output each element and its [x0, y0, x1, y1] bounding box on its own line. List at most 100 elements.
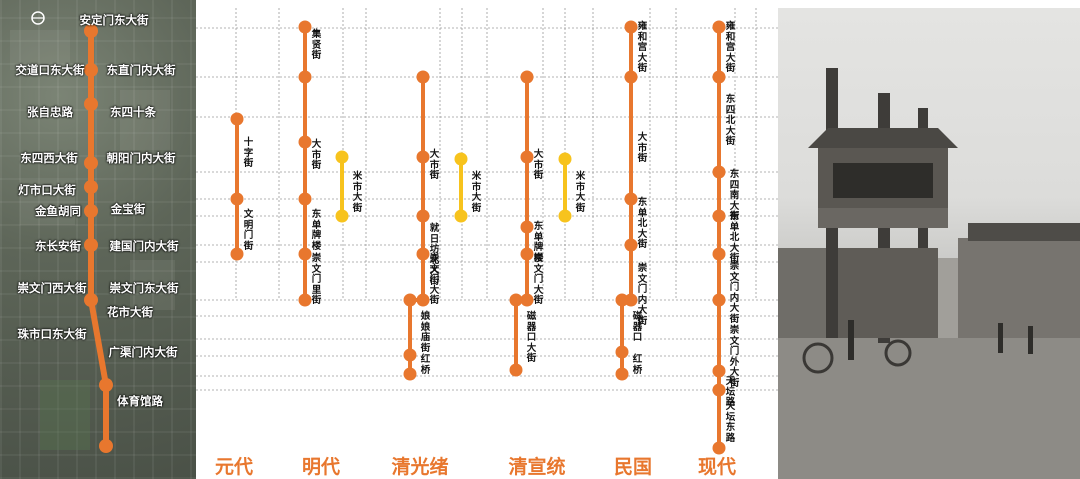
map-label: 金鱼胡同: [35, 204, 81, 218]
era-title-modern: 现代: [697, 456, 737, 478]
route-node: [624, 238, 638, 252]
street-label: 天坛路: [725, 376, 736, 408]
map-label: 建国门内大街: [109, 239, 179, 253]
map-route: [31, 11, 113, 453]
street-label: 雍和宫大街: [637, 21, 648, 74]
street-label: 天坛东路: [725, 401, 736, 444]
satellite-map: 安定门东大街 交道口东大街 东直门内大街 张自忠路 东四十条 东四西大街 朝阳门…: [0, 0, 196, 479]
route-node: [712, 165, 726, 179]
route-node: [615, 345, 629, 359]
route-node: [520, 150, 534, 164]
street-label: 崇文门内大街: [637, 263, 648, 327]
route-node: [298, 135, 312, 149]
street-label: 东单北大街: [637, 197, 648, 250]
map-label: 东直门内大街: [106, 63, 176, 77]
route-node: [416, 247, 430, 261]
street-label: 东单牌楼: [533, 221, 544, 264]
route-node: [509, 293, 523, 307]
route-node: [520, 293, 534, 307]
street-label: 大市街: [429, 149, 440, 181]
map-label: 体育馆路: [117, 394, 163, 408]
route-node: [230, 192, 244, 206]
street-label: 米市大街: [575, 171, 586, 214]
map-label: 交道口东大街: [15, 63, 85, 77]
route-node: [509, 363, 523, 377]
street-label: 红桥: [420, 354, 431, 376]
street-label: 集贤街: [311, 29, 322, 61]
street-label: 崇文门大街: [429, 253, 440, 306]
historic-photo: [778, 8, 1080, 479]
street-label: 红桥: [632, 354, 643, 376]
route-node: [298, 70, 312, 84]
route-node: [624, 192, 638, 206]
street-label: 崇文门内大街: [729, 261, 740, 325]
era-title-xuantong: 清宣统: [508, 456, 566, 478]
street-label: 大市街: [533, 149, 544, 181]
route-node: [403, 367, 417, 381]
route-node: [624, 20, 638, 34]
route-node: [454, 209, 468, 223]
route-node: [335, 150, 349, 164]
map-label: 东四西大街: [20, 151, 78, 165]
street-label: 磁器口大街: [526, 311, 537, 364]
street-label: 大市街: [637, 132, 648, 164]
route-node: [712, 70, 726, 84]
route-node: [624, 293, 638, 307]
street-label: 文明门街: [243, 209, 254, 252]
street-label: 十字街: [243, 137, 254, 169]
map-label: 金宝街: [110, 202, 146, 216]
map-label: 崇文门西大街: [17, 281, 87, 295]
route-node: [403, 348, 417, 362]
route-node: [335, 209, 349, 223]
street-label: 东四北大街: [725, 94, 736, 147]
route-node: [712, 293, 726, 307]
map-label: 花市大街: [107, 305, 153, 319]
map-label: 珠市口东大街: [17, 327, 87, 341]
route-node: [520, 70, 534, 84]
route-node: [454, 152, 468, 166]
street-label: 米市大街: [471, 171, 482, 214]
route-node: [615, 367, 629, 381]
map-label: 灯市口大街: [18, 183, 76, 197]
route-node: [558, 152, 572, 166]
route-node: [712, 20, 726, 34]
route-node: [298, 20, 312, 34]
street-label: 崇文门大街: [533, 253, 544, 306]
route-node: [416, 70, 430, 84]
route-node: [712, 383, 726, 397]
street-label: 就日坊北大街: [429, 223, 440, 287]
era-title-guangxu: 清光绪: [391, 456, 449, 478]
street-label: 磁器口: [632, 311, 643, 343]
era-title-minguo: 民国: [613, 456, 653, 478]
route-node: [416, 293, 430, 307]
street-label: 雍和宫大街: [725, 21, 736, 74]
street-label: 米市大街: [352, 171, 363, 214]
route-node: [624, 70, 638, 84]
map-label: 张自忠路: [27, 105, 73, 119]
route-node: [416, 150, 430, 164]
route-node: [298, 247, 312, 261]
street-label: 崇文门里街: [311, 253, 322, 306]
route-node: [230, 112, 244, 126]
street-label: 大市街: [311, 139, 322, 171]
era-title-ming: 明代: [301, 456, 341, 478]
map-label: 东四十条: [110, 105, 156, 119]
street-label: 东单牌楼: [311, 209, 322, 252]
street-label: 东单北大街: [729, 211, 740, 264]
route-node: [712, 441, 726, 455]
map-label: 朝阳门内大街: [106, 151, 176, 165]
street-label: 东四南大街: [729, 169, 740, 222]
route-node: [416, 209, 430, 223]
route-node: [712, 364, 726, 378]
route-node: [298, 192, 312, 206]
route-node: [403, 293, 417, 307]
street-label: 娘娘庙街: [420, 311, 431, 354]
route-node: [520, 220, 534, 234]
route-node: [712, 247, 726, 261]
map-label: 安定门东大街: [79, 13, 149, 27]
map-label: 东长安街: [35, 239, 81, 253]
street-label: 崇文门外大街: [729, 325, 740, 389]
map-label: 崇文门东大街: [109, 281, 179, 295]
route-node: [520, 247, 534, 261]
